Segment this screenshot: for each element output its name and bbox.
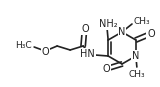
Text: O: O xyxy=(102,64,110,74)
Text: HN: HN xyxy=(80,49,95,59)
Text: N: N xyxy=(132,51,140,61)
Text: CH₃: CH₃ xyxy=(128,70,145,79)
Text: O: O xyxy=(81,24,89,34)
Text: O: O xyxy=(147,29,155,39)
Text: N: N xyxy=(118,27,126,37)
Text: H₃C: H₃C xyxy=(16,41,32,50)
Text: NH₂: NH₂ xyxy=(99,19,117,29)
Text: O: O xyxy=(41,47,49,57)
Text: CH₃: CH₃ xyxy=(134,17,151,27)
